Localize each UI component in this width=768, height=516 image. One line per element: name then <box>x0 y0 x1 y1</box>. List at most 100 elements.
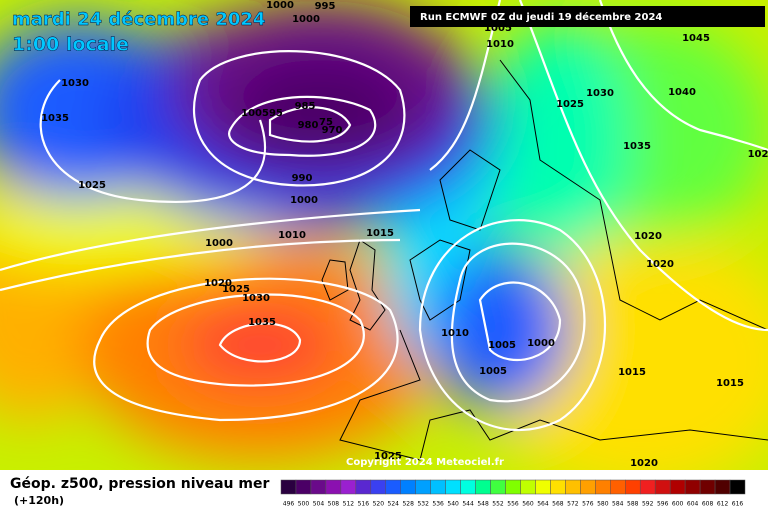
isobar-label: 1025 <box>556 99 584 110</box>
scale-swatch <box>415 479 431 495</box>
scale-label: 496 <box>283 501 295 508</box>
color-scale: 496 500 504 508 512 516 520 524 528 532 536 540 544 5… <box>280 479 746 508</box>
isobar-label: 1010 <box>441 328 469 339</box>
isobar-label: 1035 <box>248 317 276 328</box>
scale-label: 600 <box>672 501 684 508</box>
forecast-hour: (+120h) <box>14 494 64 507</box>
scale-label: 516 <box>358 501 370 508</box>
scale-swatch <box>490 479 506 495</box>
run-banner <box>410 6 765 27</box>
isobar-label: 1020 <box>630 458 658 469</box>
scale-swatch <box>355 479 372 495</box>
scale-swatch <box>400 479 416 495</box>
scale-label: 512 <box>343 501 355 508</box>
scale-label: 520 <box>373 501 385 508</box>
isobar-label: 1035 <box>41 113 69 124</box>
scale-swatch <box>654 479 671 495</box>
scale-swatch <box>684 479 701 495</box>
isobar-label: 1000 <box>266 0 294 11</box>
scale-label: 556 <box>507 501 519 508</box>
scale-label: 524 <box>388 501 400 508</box>
isobar-label: 970 <box>322 125 343 136</box>
scale-swatch <box>714 479 731 495</box>
isobar-label: 1005 <box>488 340 516 351</box>
scale-label: 584 <box>612 501 624 508</box>
copyright: Copyright 2024 Meteociel.fr <box>346 457 504 468</box>
scale-label: 580 <box>597 501 609 508</box>
isobars <box>0 0 768 431</box>
scale-swatch <box>535 479 551 495</box>
scale-label: 540 <box>447 501 459 508</box>
isobar-label: 1040 <box>668 87 696 98</box>
scale-swatch <box>475 479 491 495</box>
scale-label: 616 <box>732 501 744 508</box>
scale-swatch <box>430 479 446 495</box>
isobar-label: 985 <box>295 101 316 112</box>
map-time: 1:00 locale <box>12 34 129 56</box>
scale-swatch <box>669 479 686 495</box>
isobar-label: 1030 <box>242 293 270 304</box>
scale-swatch <box>505 479 521 495</box>
scale-label: 532 <box>417 501 429 508</box>
scale-swatch <box>460 479 476 495</box>
scale-label: 536 <box>432 501 444 508</box>
scale-label: 504 <box>313 501 325 508</box>
scale-label: 604 <box>687 501 699 508</box>
scale-label: 592 <box>642 501 654 508</box>
scale-label: 596 <box>657 501 669 508</box>
isobar-label: 1030 <box>61 78 89 89</box>
scale-swatch <box>580 479 596 495</box>
scale-swatch <box>639 479 656 495</box>
scale-swatch <box>625 479 641 495</box>
isobar-label: 1000 <box>527 338 555 349</box>
scale-swatch <box>295 479 312 495</box>
isobar-label: 1015 <box>366 228 394 239</box>
isobar-label: 75 <box>319 117 333 128</box>
isobar-label: 1000 <box>205 238 233 249</box>
scale-label: 552 <box>492 501 504 508</box>
scale-swatch <box>310 479 327 495</box>
scale-label: 572 <box>567 501 579 508</box>
scale-label: 588 <box>627 501 639 508</box>
isobar-label: 1030 <box>586 88 614 99</box>
scale-label: 508 <box>328 501 340 508</box>
isobar-label: 995 <box>315 1 336 12</box>
isobar-labels: 1000 995 1000 1030 1035 1025 100595 985 980 75970… <box>41 0 768 469</box>
isobar-label: 1015 <box>618 367 646 378</box>
isobar-label: 1000 <box>292 14 320 25</box>
scale-swatch <box>445 479 461 495</box>
isobar-label: 1020 <box>634 231 662 242</box>
coastlines <box>321 59 768 461</box>
isobar-label: 980 <box>298 120 319 131</box>
scale-swatch <box>699 479 716 495</box>
isobar-label: 990 <box>292 173 313 184</box>
scale-swatch <box>520 479 536 495</box>
map-date: mardi 24 décembre 2024 <box>12 9 265 30</box>
scale-swatch <box>370 479 387 495</box>
isobar-label: 1020 <box>204 278 232 289</box>
scale-swatch <box>565 479 581 495</box>
isobar-label: 102 <box>748 149 768 160</box>
scale-swatch <box>340 479 357 495</box>
isobar-label: 1015 <box>716 378 744 389</box>
scale-label: 568 <box>552 501 564 508</box>
scale-swatch <box>595 479 611 495</box>
isobar-label: 1045 <box>682 33 710 44</box>
isobar-label: 1000 <box>290 195 318 206</box>
scale-label: 612 <box>717 501 729 508</box>
scale-swatch <box>610 479 626 495</box>
scale-label: 548 <box>477 501 489 508</box>
scale-label: 544 <box>462 501 474 508</box>
isobar-label: 1025 <box>78 180 106 191</box>
scale-swatch <box>325 479 342 495</box>
scale-label: 564 <box>537 501 549 508</box>
run-info: Run ECMWF 0Z du jeudi 19 décembre 2024 <box>420 11 662 23</box>
scale-swatch <box>729 479 746 495</box>
scale-swatch <box>550 479 566 495</box>
isobar-label: 1010 <box>486 39 514 50</box>
scale-label: 608 <box>702 501 714 508</box>
map-background <box>0 0 768 490</box>
isobar-label: 1010 <box>278 230 306 241</box>
